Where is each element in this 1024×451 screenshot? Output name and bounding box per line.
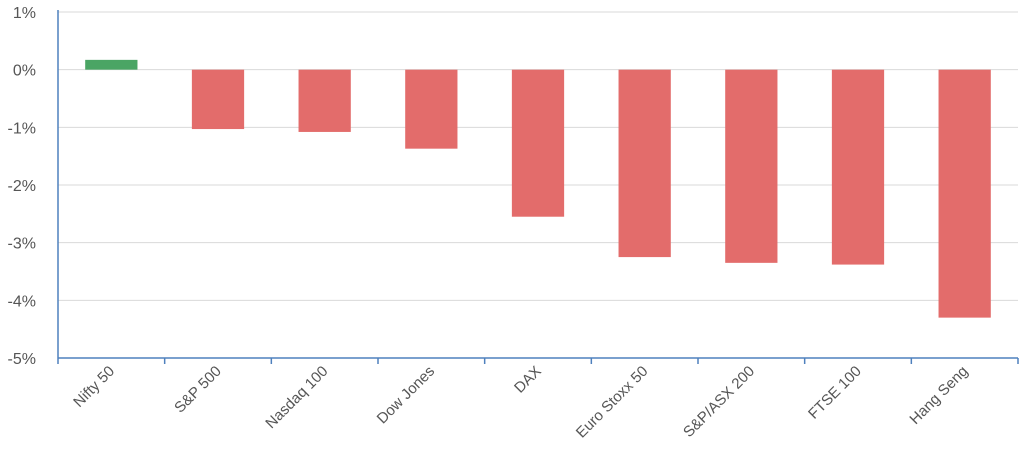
x-tick-label: Hang Seng	[906, 363, 971, 428]
x-tick-label: S&P/ASX 200	[680, 363, 758, 441]
y-tick-label: 0%	[13, 63, 36, 80]
x-tick-label: FTSE 100	[805, 363, 865, 423]
x-tick-label: Dow Jones	[374, 363, 438, 427]
bar	[85, 59, 138, 70]
bar	[298, 69, 351, 132]
bar	[831, 69, 885, 265]
bar	[618, 69, 671, 258]
y-tick-label: -5%	[8, 351, 36, 368]
x-axis-ticks: Nifty 50 S&P 500 Nasdaq 100 Dow Jones DAX Eur…	[70, 363, 971, 442]
x-tick-label: Euro Stoxx 50	[573, 363, 652, 442]
bar	[191, 69, 245, 130]
x-tick-label: DAX	[511, 363, 545, 397]
y-tick-label: 1%	[13, 5, 36, 22]
bar	[938, 69, 991, 318]
x-tick-label: Nasdaq 100	[262, 363, 331, 432]
y-tick-label: -1%	[8, 120, 36, 137]
bar	[511, 69, 565, 217]
y-tick-label: -4%	[8, 293, 36, 310]
x-tick-label: Nifty 50	[70, 363, 118, 411]
bar	[725, 69, 778, 263]
bar	[405, 69, 458, 149]
y-axis-ticks: 1% 0% -1% -2% -3% -4% -5%	[8, 5, 36, 368]
y-tick-label: -2%	[8, 178, 36, 195]
x-tick-label: S&P 500	[171, 363, 225, 417]
y-tick-label: -3%	[8, 236, 36, 253]
bars	[85, 59, 991, 318]
axes	[57, 10, 1019, 364]
